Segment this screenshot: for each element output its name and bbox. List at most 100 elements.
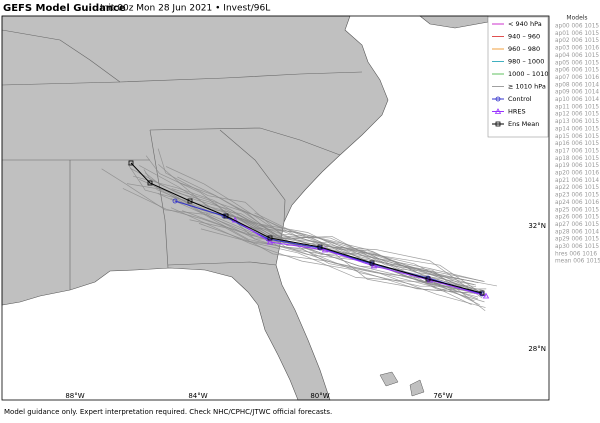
model-entry: ap10 006 1014 — [555, 97, 599, 103]
tracks — [101, 148, 498, 312]
model-entry: ap02 006 1015 — [555, 38, 599, 44]
hres-track — [234, 219, 487, 297]
model-entry: ap01 006 1015 — [555, 31, 599, 37]
model-entry: ap16 006 1015 — [555, 141, 599, 147]
model-entry: ap06 006 1015 — [555, 68, 599, 74]
model-entry: ap09 006 1014 — [555, 90, 599, 96]
model-entry: ap04 006 1015 — [555, 53, 599, 59]
lon-labels: 88°W 84°W 80°W 76°W — [65, 392, 452, 400]
lon-label: 76°W — [433, 392, 452, 400]
marker — [266, 238, 274, 245]
model-entry: ap21 006 1014 — [555, 178, 599, 184]
model-entry: ap19 006 1015 — [555, 163, 599, 169]
model-entry: ap22 006 1015 — [555, 185, 599, 191]
model-entry: mean 006 1015 — [555, 259, 600, 265]
model-entry: ap05 006 1015 — [555, 60, 599, 66]
borders — [1, 29, 363, 290]
model-entry: ap29 006 1015 — [555, 237, 599, 243]
border — [167, 261, 277, 266]
model-entry: ap17 006 1015 — [555, 148, 599, 154]
ensemble-track — [144, 172, 484, 291]
model-entry: ap14 006 1015 — [555, 126, 599, 132]
marker — [479, 290, 485, 296]
legend-label: Ens Mean — [508, 120, 539, 128]
model-entry: ap23 006 1015 — [555, 193, 599, 199]
legend-label: 960 – 980 — [508, 45, 540, 53]
marker — [172, 198, 178, 204]
marker — [495, 96, 501, 102]
model-entry: ap20 006 1016 — [555, 171, 599, 177]
border — [149, 129, 169, 269]
ensemble-track — [139, 178, 480, 306]
legend-label: 980 – 1000 — [508, 58, 544, 66]
title: GEFS Model Guidance — [3, 3, 126, 14]
model-entry: ap30 006 1015 — [555, 244, 599, 250]
lon-label: 80°W — [310, 392, 329, 400]
island — [379, 371, 399, 387]
legend-label: ≥ 1010 hPa — [508, 83, 546, 91]
legend-label: Control — [508, 95, 532, 103]
border — [1, 71, 363, 86]
model-entry: ap26 006 1015 — [555, 215, 599, 221]
models-title: Models — [566, 15, 587, 22]
model-entry: hres 006 1016 — [555, 251, 597, 257]
marker — [223, 213, 229, 219]
lat-label: 28°N — [528, 345, 546, 353]
ensemble-track — [200, 228, 477, 287]
lon-label: 84°W — [188, 392, 207, 400]
legend-label: 940 – 960 — [508, 33, 540, 41]
marker — [317, 244, 323, 250]
marker — [147, 180, 153, 186]
marker — [321, 246, 329, 253]
ensemble-track — [157, 148, 487, 290]
model-entry: ap15 006 1015 — [555, 134, 599, 140]
model-entry: ap00 006 1015 — [555, 24, 599, 30]
marker — [370, 262, 378, 269]
model-entry: ap18 006 1015 — [555, 156, 599, 162]
ensemble-track — [145, 155, 483, 299]
island — [409, 379, 425, 397]
model-entry: ap13 006 1015 — [555, 119, 599, 125]
ensemble-track — [165, 166, 484, 293]
map — [1, 15, 550, 401]
map-frame — [1, 15, 550, 401]
marker — [187, 198, 193, 204]
ensemble-track — [254, 212, 498, 287]
ensemble-track — [156, 189, 471, 292]
ensemble-track — [221, 209, 484, 282]
marker — [494, 108, 502, 114]
ensemble-track — [171, 188, 476, 295]
subtitle: Init 00z Mon 28 Jun 2021 • Invest/96L — [100, 4, 270, 14]
footer: Model guidance only. Expert interpretati… — [4, 408, 332, 416]
ensemble-track — [170, 207, 475, 294]
model-entry: ap24 006 1016 — [555, 200, 599, 206]
marker — [495, 121, 501, 127]
model-entry: ap27 006 1015 — [555, 222, 599, 228]
marker — [425, 276, 431, 282]
model-entry: ap12 006 1015 — [555, 112, 599, 118]
marker — [369, 260, 375, 266]
ensemble-track — [198, 223, 468, 287]
model-entry: ap25 006 1015 — [555, 207, 599, 213]
marker — [267, 235, 273, 241]
lat-labels: 32°N 28°N — [528, 222, 546, 353]
mean-track — [130, 162, 483, 294]
model-entry: ap11 006 1015 — [555, 104, 599, 110]
marker — [128, 160, 134, 166]
lon-label: 88°W — [65, 392, 84, 400]
lat-label: 32°N — [528, 222, 546, 230]
ensemble-track — [158, 164, 486, 312]
ensemble-track — [101, 168, 475, 285]
ensemble-track — [189, 219, 485, 303]
model-entry: ap08 006 1014 — [555, 82, 599, 88]
legend: < 940 hPa 940 – 960 960 – 980 980 – 1000 100… — [492, 20, 548, 128]
legend-label: < 940 hPa — [508, 20, 542, 28]
border — [1, 29, 121, 83]
model-entry: ap07 006 1016 — [555, 75, 599, 81]
legend-label: 1000 – 1010 — [508, 70, 548, 78]
model-entry: ap28 006 1014 — [555, 229, 599, 235]
legend-label: HRES — [508, 108, 526, 116]
border — [219, 129, 286, 223]
